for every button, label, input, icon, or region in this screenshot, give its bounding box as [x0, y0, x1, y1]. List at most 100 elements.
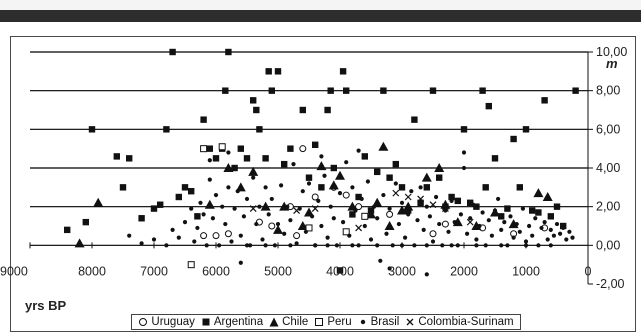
legend-item: Peru: [314, 316, 352, 328]
y-tick-label: 2,00: [596, 200, 620, 214]
data-point: [572, 87, 579, 94]
data-point: [200, 232, 208, 240]
data-point: [429, 201, 437, 209]
label-layer: -2,00 0,00 2,00 4,00 6,00 8,00 10,00m 9000 8000 7…: [0, 45, 627, 313]
open-circle-icon: [139, 318, 148, 326]
data-point: [297, 206, 302, 211]
data-point: [265, 68, 272, 75]
data-point: [510, 135, 517, 143]
data-point: [282, 231, 287, 236]
data-point: [74, 238, 85, 248]
data-point: [223, 163, 234, 172]
data-point: [517, 229, 522, 234]
legend-item: Colombia-Surinam: [405, 316, 514, 328]
data-point: [212, 232, 220, 240]
data-point: [207, 177, 212, 182]
open-square-icon: [315, 318, 324, 326]
data-point: [398, 184, 406, 191]
data-point: [299, 106, 306, 114]
data-point: [319, 154, 324, 159]
data-point: [375, 243, 380, 248]
legend-item: Chile: [269, 316, 308, 328]
data-point: [82, 218, 89, 226]
x-tick-label: 6000: [202, 264, 230, 278]
data-point: [220, 204, 225, 209]
data-point: [231, 164, 238, 172]
data-point: [330, 164, 337, 172]
data-point: [293, 232, 301, 240]
data-point: [347, 201, 358, 211]
data-point: [305, 224, 313, 232]
data-point: [347, 233, 352, 238]
y-tick-label: 6,00: [596, 122, 620, 136]
data-point: [311, 205, 319, 213]
data-point: [551, 233, 557, 238]
data-point: [375, 216, 380, 221]
data-point: [474, 243, 479, 248]
data-point: [150, 205, 158, 212]
data-point: [511, 235, 516, 240]
data-point: [502, 220, 507, 225]
data-point: [393, 181, 398, 186]
data-point: [440, 243, 445, 248]
data-point: [392, 189, 400, 197]
data-point: [350, 185, 355, 190]
data-point: [429, 87, 437, 94]
data-point: [499, 227, 504, 232]
data-point: [533, 188, 544, 198]
data-point: [539, 225, 544, 231]
data-point: [533, 216, 538, 221]
data-point: [342, 191, 350, 199]
data-point: [272, 243, 277, 248]
data-point: [204, 243, 209, 248]
data-point: [491, 155, 499, 162]
data-point: [392, 160, 399, 168]
data-point: [461, 165, 467, 171]
data-point: [372, 204, 377, 209]
data-point: [316, 198, 321, 203]
data-point: [341, 220, 346, 225]
header-dark-bar: [0, 10, 641, 22]
data-point: [520, 206, 526, 211]
data-point: [195, 225, 200, 231]
data-point: [430, 239, 436, 244]
legend-label: Brasil: [370, 316, 400, 328]
legend-label: Chile: [282, 316, 309, 328]
data-point: [337, 191, 343, 196]
data-point: [381, 192, 386, 198]
data-point: [522, 126, 530, 133]
data-point: [541, 97, 548, 104]
data-point: [274, 68, 282, 75]
data-point: [297, 221, 308, 230]
data-point: [248, 166, 259, 176]
data-point: [218, 143, 226, 151]
data-point: [222, 87, 229, 94]
data-point: [200, 116, 207, 123]
data-point: [189, 206, 194, 211]
data-point: [175, 193, 182, 201]
data-point: [335, 170, 345, 180]
data-point: [384, 231, 389, 236]
data-point: [570, 235, 575, 240]
y-tick-label: 8,00: [596, 84, 620, 98]
x-tick-label: 4000: [326, 264, 354, 278]
data-point: [427, 214, 432, 219]
data-point: [300, 189, 305, 194]
data-point: [436, 174, 443, 181]
data-point: [275, 221, 281, 227]
data-point: [553, 203, 561, 210]
data-point: [88, 126, 96, 133]
data-point: [299, 145, 307, 153]
data-point: [421, 227, 426, 232]
data-point: [423, 184, 430, 191]
data-point: [291, 162, 296, 167]
data-point: [206, 145, 213, 152]
data-point: [294, 241, 299, 246]
data-point: [455, 243, 460, 248]
data-point: [232, 206, 237, 211]
data-point: [489, 233, 494, 238]
data-point: [223, 221, 228, 227]
data-point: [324, 106, 331, 114]
data-point: [273, 224, 283, 234]
data-point: [355, 193, 362, 201]
